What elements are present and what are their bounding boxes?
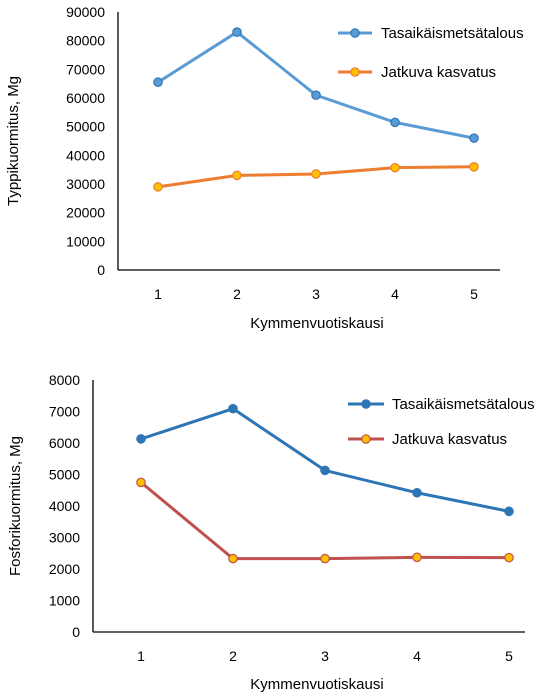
y-tick-label: 2000 bbox=[49, 561, 80, 577]
chart-2: 0 1000 2000 3000 4000 5000 6000 7000 8000 1 2 3 4 5 Ky… bbox=[7, 372, 535, 693]
data-point bbox=[412, 487, 422, 498]
data-point bbox=[311, 90, 321, 100]
data-point bbox=[228, 553, 238, 564]
x-axis-label: Kymmenvuotiskausi bbox=[250, 315, 383, 332]
series-line bbox=[140, 407, 510, 513]
y-axis-label: Typpikuormitus, Mg bbox=[5, 76, 22, 206]
x-tick-label: 1 bbox=[154, 286, 162, 302]
x-tick-label: 5 bbox=[505, 648, 513, 664]
chart-1: 0 10000 20000 30000 40000 50000 60000 70000 8000… bbox=[5, 4, 524, 332]
x-tick-label: 3 bbox=[312, 286, 320, 302]
x-tick-label: 1 bbox=[137, 648, 145, 664]
data-point bbox=[232, 27, 242, 37]
legend-label: Tasaikäismetsätalous bbox=[392, 396, 535, 413]
series-line bbox=[140, 481, 510, 561]
y-tick-label: 10000 bbox=[66, 233, 105, 249]
y-tick-label: 0 bbox=[97, 262, 105, 278]
y-tick-label: 0 bbox=[72, 624, 80, 640]
y-tick-label: 1000 bbox=[49, 593, 80, 609]
x-axis-label: Kymmenvuotiskausi bbox=[250, 676, 383, 693]
y-tick-label: 7000 bbox=[49, 404, 80, 420]
data-point bbox=[390, 162, 400, 173]
legend-marker bbox=[350, 28, 360, 38]
y-tick-label: 4000 bbox=[49, 498, 80, 514]
x-tick-label: 5 bbox=[470, 286, 478, 302]
data-point bbox=[153, 182, 163, 192]
data-point bbox=[311, 169, 321, 179]
x-tick-label: 3 bbox=[321, 648, 329, 664]
x-tick-label: 4 bbox=[413, 648, 421, 664]
data-point bbox=[469, 162, 479, 172]
legend-label: Jatkuva kasvatus bbox=[381, 64, 496, 81]
y-axis-label: Fosforikuormitus, Mg bbox=[7, 436, 24, 576]
legend-marker bbox=[361, 399, 371, 409]
data-point bbox=[412, 552, 422, 563]
y-tick-label: 20000 bbox=[66, 205, 105, 221]
y-tick-label: 5000 bbox=[49, 467, 80, 483]
data-point bbox=[320, 553, 330, 564]
data-point bbox=[320, 465, 330, 476]
y-tick-label: 50000 bbox=[66, 119, 105, 135]
legend-label: Jatkuva kasvatus bbox=[392, 431, 507, 448]
y-tick-label: 40000 bbox=[66, 147, 105, 163]
data-point bbox=[504, 506, 514, 517]
x-tick-label: 2 bbox=[233, 286, 241, 302]
legend-label: Tasaikäismetsätalous bbox=[381, 25, 524, 42]
data-point bbox=[504, 552, 514, 563]
y-tick-label: 3000 bbox=[49, 530, 80, 546]
legend-marker bbox=[361, 434, 371, 444]
data-point bbox=[390, 117, 400, 128]
y-tick-label: 80000 bbox=[66, 33, 105, 49]
series-line bbox=[157, 30, 475, 140]
y-tick-label: 90000 bbox=[66, 4, 105, 20]
data-point bbox=[232, 170, 242, 181]
legend-marker bbox=[350, 67, 360, 77]
data-point bbox=[228, 403, 238, 414]
data-point bbox=[136, 434, 146, 444]
y-tick-label: 60000 bbox=[66, 90, 105, 106]
data-point bbox=[469, 133, 479, 143]
y-tick-label: 6000 bbox=[49, 435, 80, 451]
x-tick-label: 4 bbox=[391, 286, 399, 302]
x-tick-label: 2 bbox=[229, 648, 237, 664]
y-tick-label: 8000 bbox=[49, 372, 80, 388]
data-point bbox=[153, 77, 163, 88]
y-tick-label: 30000 bbox=[66, 176, 105, 192]
data-point bbox=[136, 477, 146, 488]
y-tick-label: 70000 bbox=[66, 61, 105, 77]
